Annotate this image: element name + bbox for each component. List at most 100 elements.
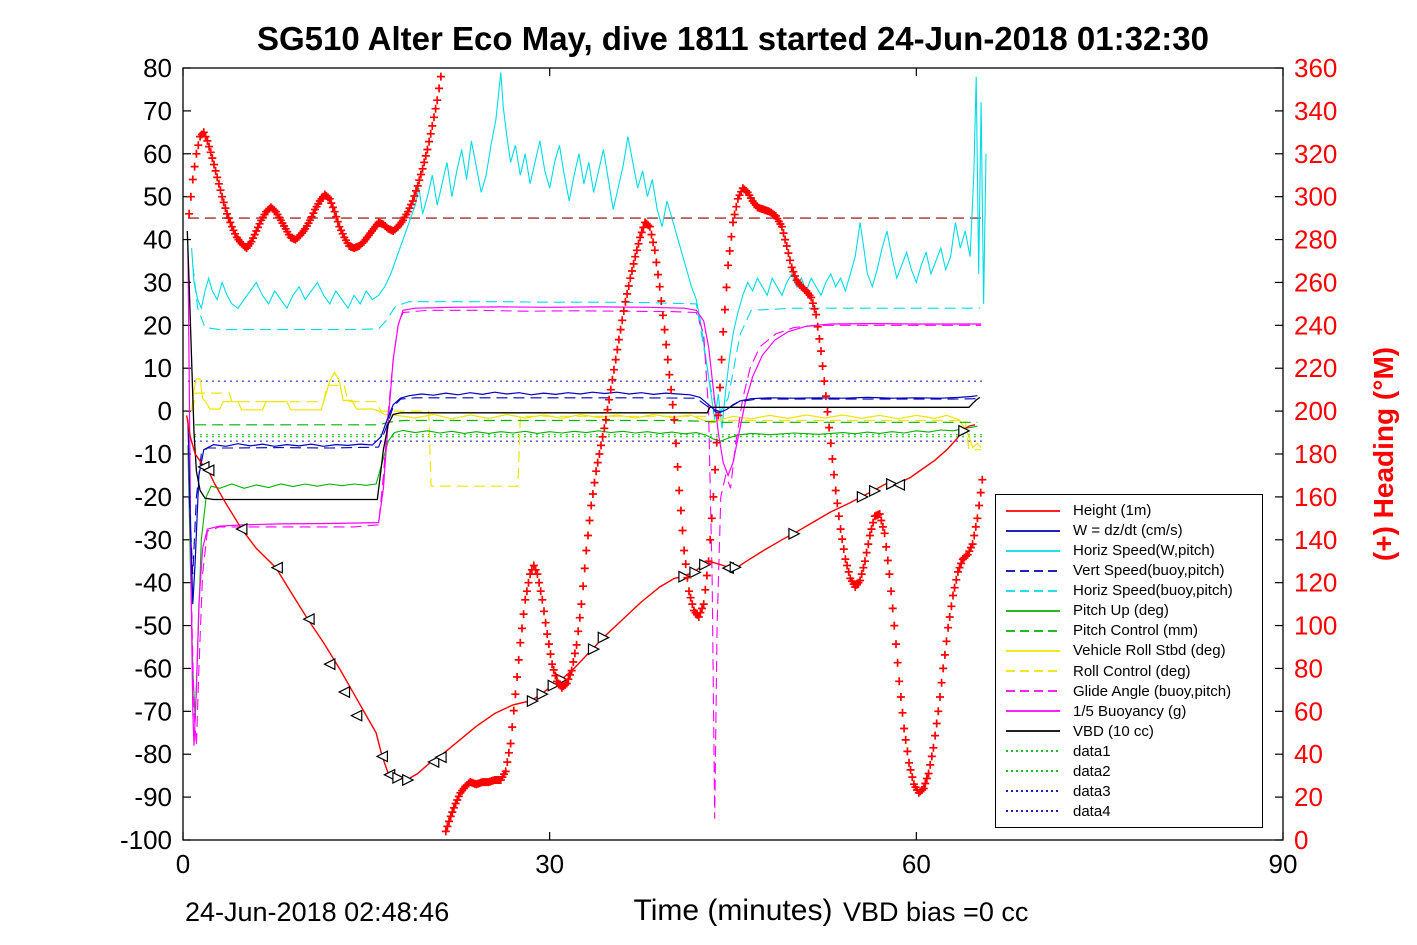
axis-tick-label: -100 xyxy=(120,825,172,855)
axis-tick-label: 200 xyxy=(1294,396,1337,426)
axis-tick-labels: 80706050403020100-10-20-30-40-50-60-70-8… xyxy=(120,53,1337,879)
legend-item: data2 xyxy=(996,762,1262,781)
legend-item: Pitch Control (mm) xyxy=(996,621,1262,640)
depth-marker xyxy=(270,561,283,574)
axis-tick-label: 180 xyxy=(1294,439,1337,469)
legend-item: data1 xyxy=(996,742,1262,761)
legend-line-sample xyxy=(1006,790,1060,793)
axis-tick-label: 30 xyxy=(535,849,564,879)
series-horiz-speed-buoy xyxy=(192,265,980,417)
depth-marker xyxy=(699,558,712,571)
legend-label: Pitch Up (deg) xyxy=(1073,602,1169,620)
legend-item: VBD (10 cc) xyxy=(996,722,1262,741)
legend-label: Height (1m) xyxy=(1073,502,1152,519)
legend-label: Vert Speed(buoy,pitch) xyxy=(1073,562,1225,580)
axis-tick-label: 140 xyxy=(1294,525,1337,555)
axis-tick-label: 240 xyxy=(1294,310,1337,340)
legend-label: Horiz Speed(W,pitch) xyxy=(1073,542,1215,560)
legend-line-sample xyxy=(1006,710,1060,713)
axis-tick-label: 80 xyxy=(1294,653,1323,683)
axis-tick-label: -80 xyxy=(134,739,172,769)
series-pitch-up xyxy=(187,425,978,720)
series-lines xyxy=(186,72,987,819)
axis-tick-label: 160 xyxy=(1294,482,1337,512)
legend-item: Glide Angle (buoy,pitch) xyxy=(996,682,1262,701)
depth-marker xyxy=(678,570,691,583)
depth-marker xyxy=(892,478,906,492)
axis-tick-label: 280 xyxy=(1294,225,1337,255)
axis-tick-label: 260 xyxy=(1294,267,1337,297)
series-w-dzdt xyxy=(187,391,978,605)
legend-line-sample xyxy=(1006,810,1060,813)
right-axis-label: (+) Heading (°M) xyxy=(1368,346,1399,562)
series-vert-speed-buoy xyxy=(188,397,978,575)
legend-item: data3 xyxy=(996,782,1262,801)
chart-title: SG510 Alter Eco May, dive 1811 started 2… xyxy=(256,20,1209,57)
legend-line-sample xyxy=(1006,509,1060,512)
depth-marker xyxy=(302,612,315,626)
legend-label: Pitch Control (mm) xyxy=(1073,622,1199,640)
depth-marker xyxy=(350,709,363,722)
legend-label: data1 xyxy=(1073,742,1111,760)
depth-marker xyxy=(402,773,415,787)
series-pitch-control xyxy=(195,419,978,426)
axis-tick-label: 40 xyxy=(143,225,172,255)
depth-marker xyxy=(434,751,447,764)
legend-item: data4 xyxy=(996,802,1262,821)
heading-markers xyxy=(185,72,987,836)
legend-line-sample xyxy=(1006,730,1060,733)
axis-tick-label: -70 xyxy=(134,696,172,726)
legend-item: Horiz Speed(buoy,pitch) xyxy=(996,581,1262,600)
legend-line-sample xyxy=(1006,589,1060,592)
legend-label: Roll Control (deg) xyxy=(1073,662,1191,680)
axis-tick-label: 60 xyxy=(143,139,172,169)
series-height xyxy=(186,415,976,781)
axis-tick-label: 60 xyxy=(1294,696,1323,726)
axis-tick-label: 300 xyxy=(1294,182,1337,212)
legend-label: data3 xyxy=(1073,782,1111,800)
axis-tick-label: -10 xyxy=(134,439,172,469)
legend-label: Glide Angle (buoy,pitch) xyxy=(1073,682,1232,700)
depth-marker xyxy=(729,561,742,574)
axis-tick-label: 90 xyxy=(1269,849,1298,879)
series-buoyancy xyxy=(187,248,982,746)
depth-marker xyxy=(526,694,540,708)
axis-tick-label: -30 xyxy=(134,525,172,555)
legend-label: VBD (10 cc) xyxy=(1073,722,1154,740)
axis-tick-label: 120 xyxy=(1294,568,1337,598)
axis-tick-label: 360 xyxy=(1294,53,1337,83)
depth-marker xyxy=(856,490,870,504)
series-horiz-speed-w xyxy=(191,72,987,429)
depth-marker xyxy=(202,464,215,477)
axis-tick-label: 80 xyxy=(143,53,172,83)
axis-tick-label: 20 xyxy=(143,310,172,340)
axis-tick-label: 320 xyxy=(1294,139,1337,169)
depth-marker xyxy=(323,657,336,671)
legend-line-sample xyxy=(1006,629,1060,632)
axis-tick-label: -90 xyxy=(134,782,172,812)
legend-line-sample xyxy=(1006,529,1060,532)
legend-line-sample xyxy=(1006,569,1060,572)
legend-label: 1/5 Buoyancy (g) xyxy=(1073,702,1187,720)
axis-tick-label: 0 xyxy=(176,849,190,879)
legend-label: W = dz/dt (cm/s) xyxy=(1073,522,1183,540)
legend-item: Height (1m) xyxy=(996,501,1262,520)
legend-item: Pitch Up (deg) xyxy=(996,601,1262,620)
legend-line-sample xyxy=(1006,690,1060,692)
axis-tick-label: 0 xyxy=(1294,825,1308,855)
depth-marker xyxy=(868,484,882,498)
axis-tick-label: 60 xyxy=(902,849,931,879)
legend-label: Vehicle Roll Stbd (deg) xyxy=(1073,642,1226,660)
axis-tick-label: 70 xyxy=(143,96,172,126)
depth-marker xyxy=(547,679,560,692)
legend-line-sample xyxy=(1006,650,1060,652)
depth-marker xyxy=(427,755,440,769)
legend-item: Vehicle Roll Stbd (deg) xyxy=(996,641,1262,660)
depth-marker xyxy=(597,631,610,644)
depth-markers xyxy=(197,424,971,787)
depth-marker xyxy=(788,527,801,540)
legend-line-sample xyxy=(1006,670,1060,672)
depth-marker xyxy=(392,771,405,784)
legend-line-sample xyxy=(1006,549,1060,552)
